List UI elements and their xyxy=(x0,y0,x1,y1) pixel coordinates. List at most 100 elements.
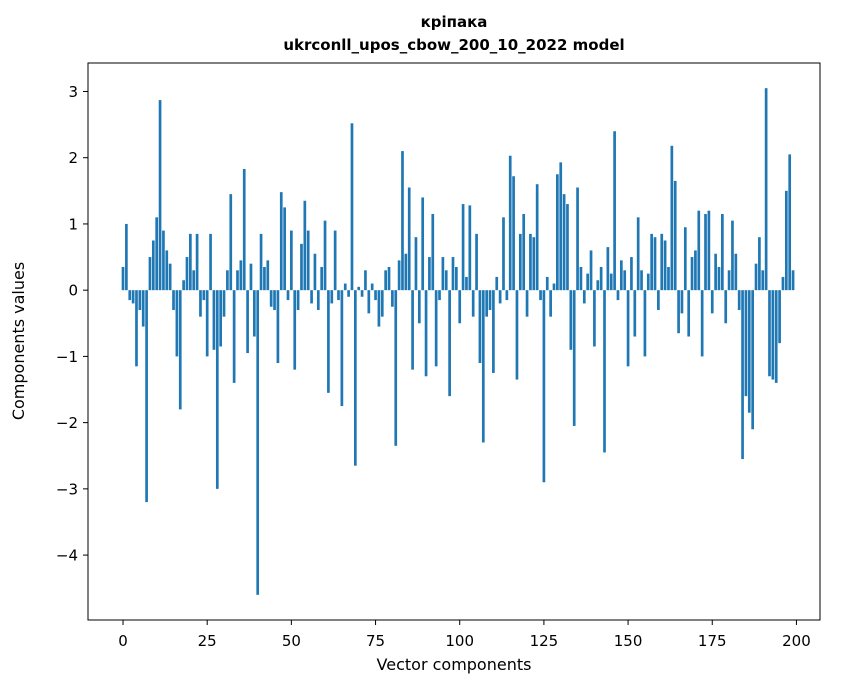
y-tick-label: 3 xyxy=(68,83,78,101)
bar xyxy=(407,187,411,291)
bar xyxy=(175,290,179,357)
bar xyxy=(576,187,579,291)
bar xyxy=(192,270,196,291)
x-tick-label: 175 xyxy=(698,632,727,650)
bar xyxy=(212,290,216,350)
bar xyxy=(569,290,573,350)
bar xyxy=(556,174,559,291)
bar xyxy=(572,290,576,426)
bar xyxy=(380,290,384,317)
bar xyxy=(781,276,785,291)
y-tick-label: −2 xyxy=(56,414,78,432)
bar xyxy=(532,237,536,291)
bar xyxy=(246,290,249,354)
bar xyxy=(535,184,539,291)
bar xyxy=(337,290,340,301)
bar xyxy=(522,214,526,291)
bar xyxy=(276,290,280,364)
bar xyxy=(609,273,613,291)
bar xyxy=(714,253,717,291)
bar xyxy=(653,237,657,291)
bar xyxy=(737,290,741,311)
bar xyxy=(623,270,627,291)
bar xyxy=(492,290,495,373)
bar xyxy=(784,190,788,291)
bar xyxy=(616,290,620,301)
bar xyxy=(758,237,761,291)
bar xyxy=(475,233,478,291)
bar xyxy=(771,290,775,380)
bar xyxy=(727,270,731,291)
y-tick-label: 1 xyxy=(68,215,78,233)
bar xyxy=(286,290,290,301)
bar xyxy=(256,290,260,595)
bar xyxy=(438,290,441,301)
bar xyxy=(141,290,145,327)
plot-border xyxy=(87,62,821,621)
bar xyxy=(293,290,297,370)
bar xyxy=(768,290,771,377)
bar xyxy=(512,176,515,291)
bar xyxy=(178,290,182,410)
bar xyxy=(327,290,330,393)
bar xyxy=(620,260,623,291)
bar xyxy=(229,194,233,291)
bar xyxy=(461,204,465,291)
bar xyxy=(165,250,169,291)
bar xyxy=(707,210,711,291)
bar xyxy=(189,233,192,291)
bar xyxy=(236,270,239,291)
bar xyxy=(700,290,704,357)
bar xyxy=(303,200,307,291)
bar xyxy=(498,290,502,304)
y-tick-label: −1 xyxy=(56,348,78,366)
bar xyxy=(613,131,616,291)
bar xyxy=(347,290,350,297)
bar xyxy=(313,253,317,291)
bar xyxy=(138,290,142,311)
bar xyxy=(747,290,751,413)
bar xyxy=(677,290,680,334)
bar xyxy=(148,257,152,291)
bar xyxy=(593,290,596,347)
bar xyxy=(451,257,455,291)
bar xyxy=(549,290,552,317)
bar xyxy=(202,290,206,301)
bar xyxy=(643,290,647,357)
bar xyxy=(364,270,367,291)
bar xyxy=(300,243,303,291)
bar xyxy=(394,290,398,446)
bar xyxy=(384,270,387,291)
bar xyxy=(367,290,371,314)
bar xyxy=(774,290,778,383)
bar xyxy=(670,145,674,291)
bar xyxy=(279,192,283,291)
bar xyxy=(539,290,542,301)
bar xyxy=(485,290,488,317)
bar xyxy=(690,257,694,291)
bar xyxy=(465,276,468,291)
x-tick-label: 75 xyxy=(366,632,385,650)
bar xyxy=(542,290,546,483)
bar xyxy=(582,290,586,304)
bar xyxy=(421,197,425,291)
bar xyxy=(323,220,327,291)
y-tick-label: −3 xyxy=(56,480,78,498)
bar xyxy=(239,260,243,291)
bar xyxy=(316,290,320,311)
bar xyxy=(387,266,391,291)
bar xyxy=(158,100,162,291)
bar xyxy=(145,290,148,503)
y-tick-label: −4 xyxy=(56,547,78,565)
bar xyxy=(697,210,701,291)
bar xyxy=(428,257,431,291)
bar xyxy=(694,250,697,291)
bar xyxy=(411,290,414,370)
bar xyxy=(185,257,189,291)
bar xyxy=(357,286,361,291)
bar xyxy=(791,270,795,291)
bar xyxy=(404,253,408,291)
bar xyxy=(209,233,212,291)
bar xyxy=(424,290,428,377)
